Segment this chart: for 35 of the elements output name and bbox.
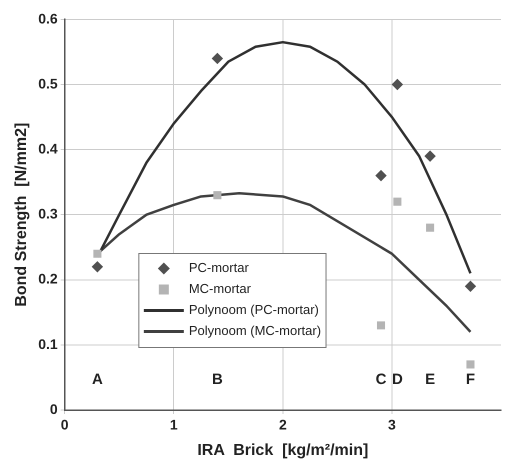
y-tick-label: 0 [50,400,58,417]
point [212,52,223,64]
point [376,321,386,330]
legend-label: Polynoom (PC-mortar) [188,302,319,318]
point [424,150,436,162]
point [392,79,403,90]
legend-label: MC-mortar [188,281,252,296]
point [213,191,222,200]
annotation: B [212,371,223,388]
point [376,170,387,182]
x-axis-title: IRA Brick [kg/m²/min] [197,442,368,459]
x-tick-label: 2 [278,416,287,432]
y-tick-label: 0.1 [38,336,58,352]
y-tick-label: 0.6 [38,10,58,26]
x-tick-label: 1 [170,416,178,432]
y-tick-label: 0.4 [38,140,58,156]
point [426,224,434,232]
annotation: D [392,371,403,388]
annotation: F [466,371,476,388]
y-tick-label: 0.2 [38,270,58,287]
point [393,198,402,206]
point [92,261,103,272]
legend-label: PC-mortar [188,260,250,276]
annotation: C [376,371,387,388]
y-tick-label: 0.5 [38,75,58,92]
x-tick-label: 3 [388,416,396,432]
y-axis-title: Bond Strength [N/mm2] [13,122,30,307]
annotation: E [425,371,436,388]
x-tick-label: 0 [60,416,69,432]
legend-label: Polynoom (MC-mortar) [188,323,322,338]
point [466,360,474,368]
point [93,250,102,258]
point [464,280,476,292]
annotation: A [92,371,103,388]
y-tick-label: 0.3 [38,206,58,222]
